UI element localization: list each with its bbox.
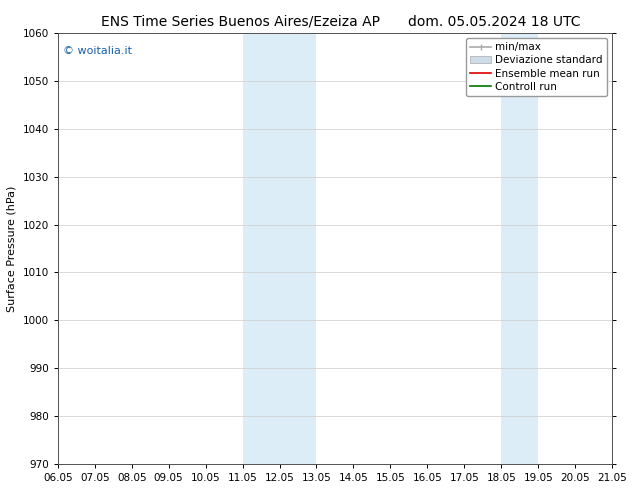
Y-axis label: Surface Pressure (hPa): Surface Pressure (hPa)	[7, 185, 17, 312]
Text: ENS Time Series Buenos Aires/Ezeiza AP: ENS Time Series Buenos Aires/Ezeiza AP	[101, 15, 380, 29]
Bar	[243, 33, 280, 464]
Bar	[280, 33, 316, 464]
Legend: min/max, Deviazione standard, Ensemble mean run, Controll run: min/max, Deviazione standard, Ensemble m…	[466, 38, 607, 96]
Text: © woitalia.it: © woitalia.it	[63, 46, 133, 56]
Text: dom. 05.05.2024 18 UTC: dom. 05.05.2024 18 UTC	[408, 15, 581, 29]
Bar	[501, 33, 538, 464]
